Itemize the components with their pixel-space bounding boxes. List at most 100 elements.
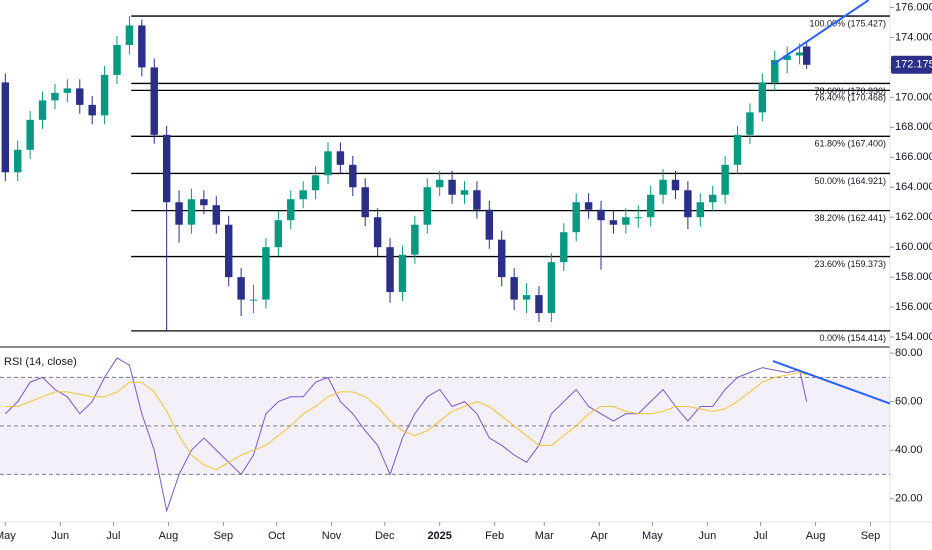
candle-body bbox=[100, 74, 109, 116]
candle-body bbox=[411, 224, 419, 255]
x-tick-label: Dec bbox=[375, 530, 395, 542]
candle-body bbox=[597, 209, 605, 221]
trendline bbox=[772, 360, 891, 405]
candle-body bbox=[63, 88, 72, 93]
y-tick-label: 164.000 bbox=[895, 181, 932, 193]
candle-body bbox=[287, 199, 295, 221]
x-tick-label: Sep bbox=[861, 530, 881, 542]
candle-body bbox=[398, 254, 407, 293]
rsi-y-tick-label: 60.00 bbox=[895, 396, 923, 408]
candle-body bbox=[361, 187, 369, 218]
candle-body bbox=[510, 277, 518, 300]
candle-body bbox=[373, 217, 382, 248]
candle-body bbox=[435, 179, 444, 188]
candle-body bbox=[423, 187, 431, 225]
x-tick-label: Oct bbox=[268, 530, 285, 542]
candle-body bbox=[187, 199, 196, 225]
fib-label: 100.00% (175.427) bbox=[809, 18, 886, 28]
x-tick-label: May bbox=[0, 530, 16, 542]
candle-body bbox=[758, 82, 767, 113]
y-tick-label: 160.000 bbox=[895, 241, 932, 253]
y-tick-label: 170.000 bbox=[895, 91, 932, 103]
candle-body bbox=[125, 25, 134, 45]
x-tick-label: Jun bbox=[51, 530, 69, 542]
x-tick-label: May bbox=[642, 530, 663, 542]
candle-body bbox=[162, 134, 171, 203]
candle-body bbox=[237, 277, 245, 300]
x-tick-label: Feb bbox=[485, 530, 504, 542]
candle-body bbox=[311, 175, 320, 191]
candle-body bbox=[584, 202, 593, 210]
y-tick-label: 158.000 bbox=[895, 271, 932, 283]
y-tick-label: 156.000 bbox=[895, 301, 932, 313]
candle-body bbox=[88, 104, 96, 116]
candle-body bbox=[448, 179, 456, 195]
candle-body bbox=[113, 44, 121, 75]
last-price-label: 172.175 bbox=[895, 59, 932, 71]
fib-label: 38.20% (162.441) bbox=[814, 213, 886, 223]
x-tick-label: 2025 bbox=[427, 530, 451, 542]
candle-body bbox=[783, 55, 791, 60]
fib-label: 76.40% (170.468) bbox=[814, 93, 886, 103]
candle-body bbox=[324, 151, 332, 176]
fib-label: 0.00% (154.414) bbox=[819, 333, 886, 343]
candle-body bbox=[485, 209, 494, 240]
x-tick-label: Jul bbox=[106, 530, 120, 542]
x-tick-label: Aug bbox=[159, 530, 179, 542]
y-tick-label: 174.000 bbox=[895, 31, 932, 43]
candle-body bbox=[498, 239, 506, 278]
candle-body bbox=[535, 295, 543, 314]
rsi-title: RSI (14, close) bbox=[4, 356, 77, 368]
x-tick-label: Sep bbox=[214, 530, 234, 542]
candle-body bbox=[522, 295, 531, 300]
candle-body bbox=[175, 202, 183, 225]
y-tick-label: 176.000 bbox=[895, 1, 932, 13]
y-tick-label: 162.000 bbox=[895, 211, 932, 223]
candle-body bbox=[138, 25, 146, 68]
candle-body bbox=[802, 46, 811, 65]
candle-body bbox=[249, 299, 258, 301]
candle-body bbox=[200, 199, 208, 206]
candle-body bbox=[14, 149, 22, 173]
rsi-line bbox=[4, 357, 808, 513]
candle-body bbox=[26, 119, 34, 150]
candle-body bbox=[634, 217, 642, 219]
candle-body bbox=[560, 232, 568, 263]
candle-body bbox=[274, 220, 283, 248]
candle-body bbox=[299, 190, 307, 200]
x-tick-label: Jul bbox=[754, 530, 768, 542]
fib-label: 23.60% (159.373) bbox=[814, 259, 886, 269]
candle-body bbox=[746, 112, 754, 135]
candle-body bbox=[646, 194, 655, 218]
candle-body bbox=[708, 194, 717, 203]
candle-body bbox=[795, 52, 804, 56]
y-tick-label: 168.000 bbox=[895, 121, 932, 133]
x-tick-label: Apr bbox=[591, 530, 608, 542]
candle-body bbox=[622, 217, 630, 225]
candle-body bbox=[38, 100, 47, 120]
candle-body bbox=[336, 151, 345, 165]
candle-body bbox=[733, 134, 742, 165]
candle-body bbox=[262, 247, 270, 300]
candle-body bbox=[224, 224, 233, 278]
candle-body bbox=[771, 59, 779, 83]
fib-label: 50.00% (164.921) bbox=[814, 176, 886, 186]
candle-body bbox=[212, 205, 221, 225]
candle-body bbox=[1, 82, 10, 173]
x-tick-label: Aug bbox=[806, 530, 826, 542]
x-tick-label: Mar bbox=[535, 530, 554, 542]
candle-body bbox=[76, 88, 84, 105]
rsi-y-tick-label: 20.00 bbox=[895, 493, 923, 505]
candle-body bbox=[473, 190, 481, 210]
candle-body bbox=[721, 164, 729, 195]
candle-body bbox=[547, 262, 556, 314]
candle-body bbox=[572, 202, 580, 233]
candle-body bbox=[51, 92, 59, 101]
trendline bbox=[772, 0, 870, 66]
candle-body bbox=[696, 202, 705, 218]
last-price-box bbox=[891, 55, 932, 74]
x-tick-label: Jun bbox=[699, 530, 717, 542]
candle-body bbox=[460, 190, 469, 195]
candle-body bbox=[671, 179, 680, 191]
y-tick-label: 154.000 bbox=[895, 331, 932, 343]
